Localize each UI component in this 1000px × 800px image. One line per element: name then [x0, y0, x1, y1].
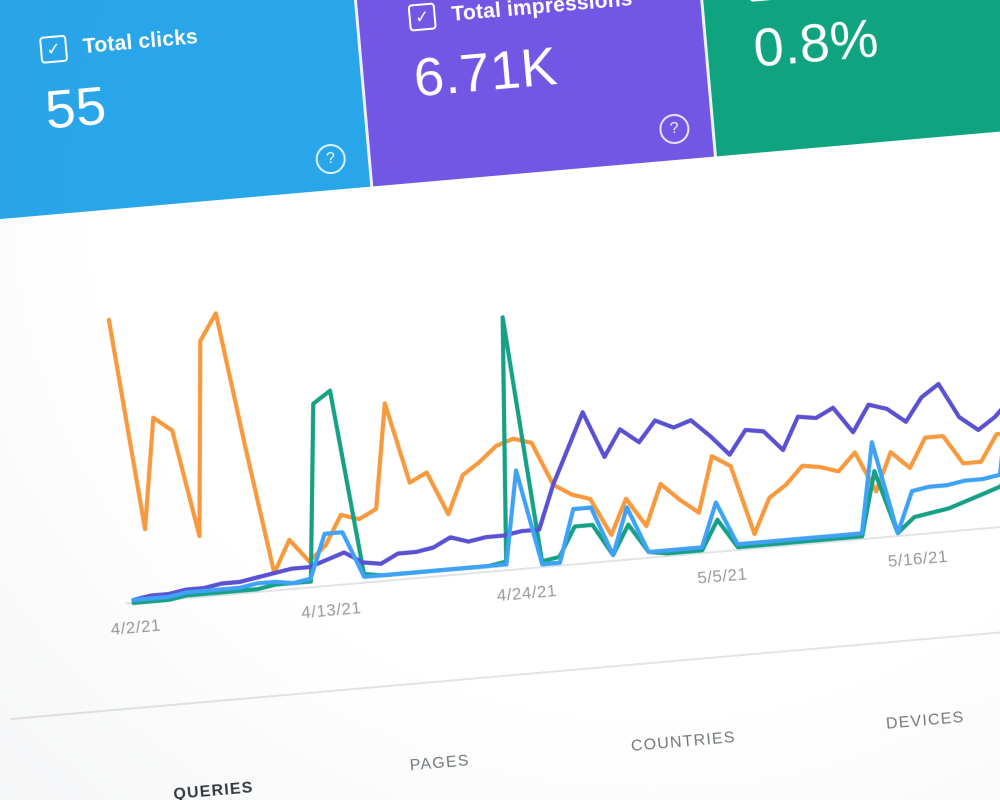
- tab-pages[interactable]: PAGES: [409, 752, 471, 775]
- total-impressions-value: 6.71K: [411, 36, 560, 109]
- svg-text:4/24/21: 4/24/21: [496, 581, 558, 605]
- total-clicks-label: Total clicks: [81, 24, 199, 58]
- tab-countries[interactable]: COUNTRIES: [630, 728, 737, 756]
- total-impressions-label: Total impressions: [450, 0, 634, 26]
- help-icon[interactable]: ?: [658, 112, 691, 146]
- checked-checkbox-icon[interactable]: ✓: [38, 34, 69, 64]
- svg-text:4/13/21: 4/13/21: [300, 598, 362, 622]
- total-clicks-value: 55: [42, 75, 109, 141]
- metric-cards-row: ✓ Total clicks 55 ? ✓ Total impressions …: [0, 0, 1000, 222]
- help-icon[interactable]: ?: [314, 142, 347, 176]
- performance-line-chart[interactable]: 4/2/21 4/13/21 4/24/21 5/5/21 5/16/21: [100, 223, 1000, 649]
- tab-devices[interactable]: DEVICES: [885, 708, 966, 733]
- average-ctr-card[interactable]: ✓ Average CTR 0.8% ?: [694, 0, 1000, 157]
- svg-text:5/16/21: 5/16/21: [887, 547, 949, 571]
- tab-queries[interactable]: QUERIES: [172, 779, 255, 800]
- svg-text:4/2/21: 4/2/21: [110, 616, 162, 639]
- performance-chart-area: 4/2/21 4/13/21 4/24/21 5/5/21 5/16/21: [100, 223, 1000, 649]
- checked-checkbox-icon[interactable]: ✓: [407, 2, 437, 32]
- average-ctr-value: 0.8%: [751, 7, 881, 79]
- svg-text:5/5/21: 5/5/21: [697, 564, 749, 587]
- total-clicks-card[interactable]: ✓ Total clicks 55 ?: [0, 0, 371, 222]
- checked-checkbox-icon[interactable]: ✓: [747, 0, 777, 2]
- total-impressions-card[interactable]: ✓ Total impressions 6.71K ?: [350, 0, 714, 187]
